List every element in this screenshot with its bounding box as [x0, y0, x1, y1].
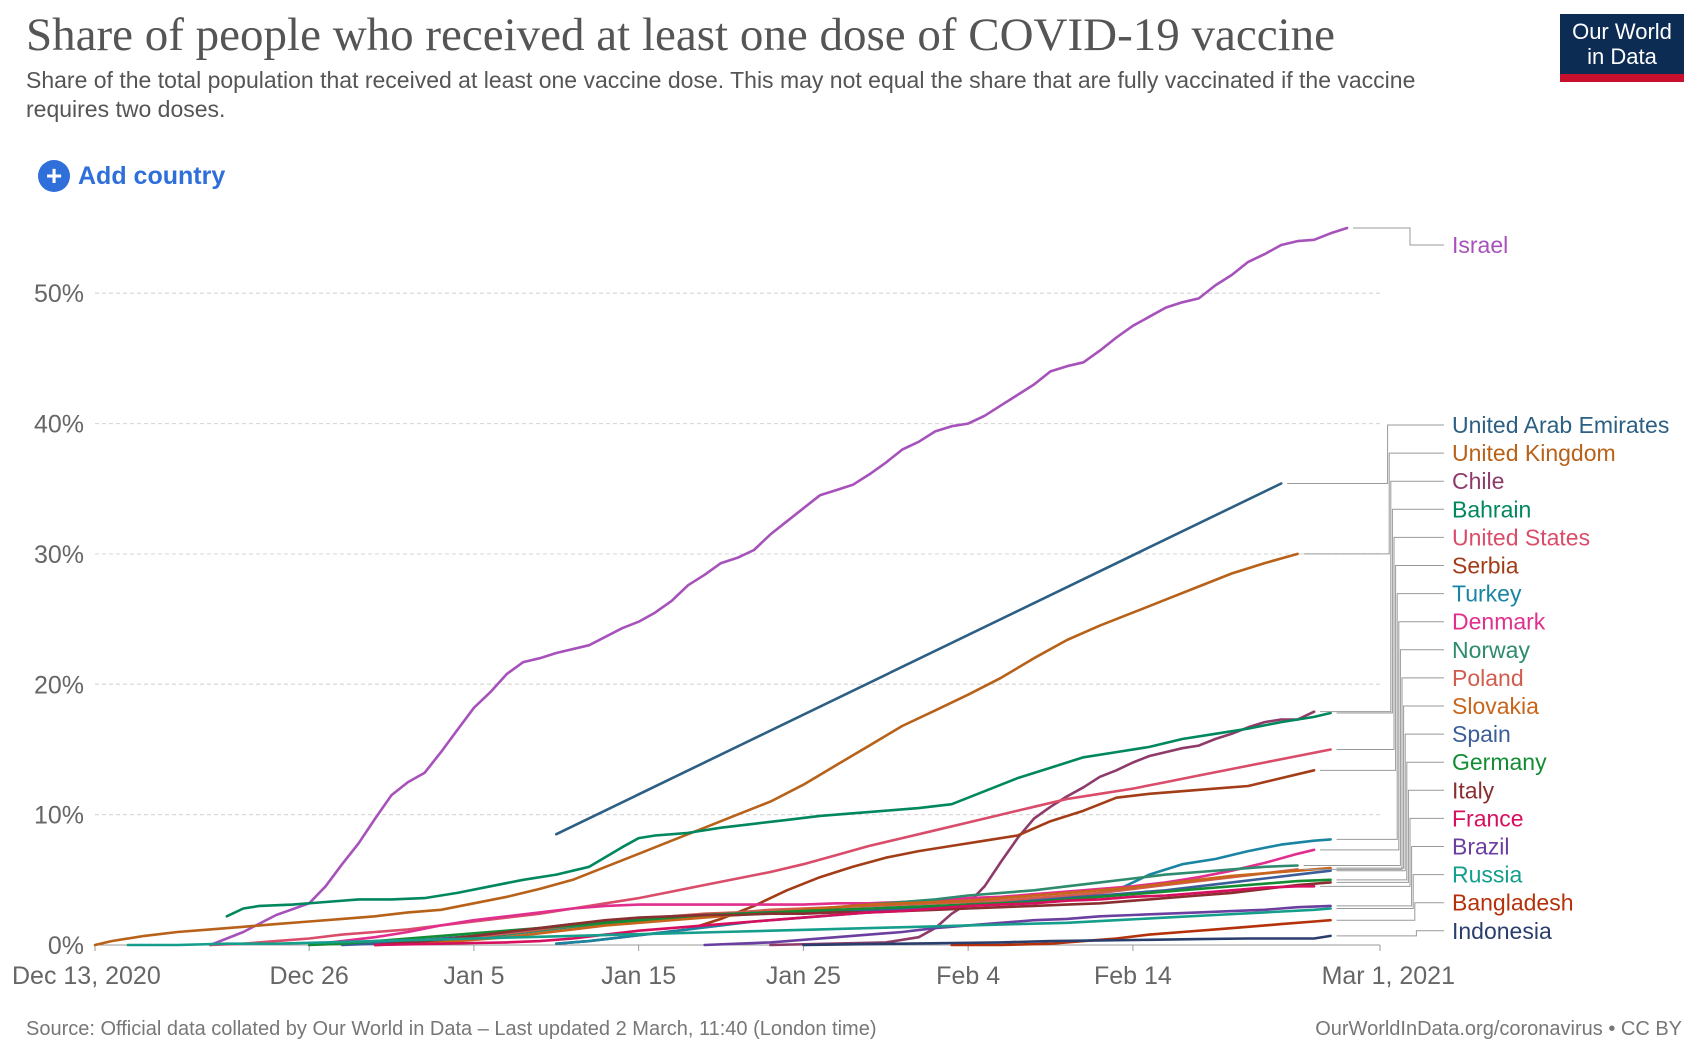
label-connector — [1336, 930, 1444, 937]
coronavirus-link[interactable]: OurWorldInData.org/coronavirus — [1315, 1018, 1603, 1040]
source-label: Source: — [26, 1018, 95, 1040]
series-label: Turkey — [1452, 581, 1522, 607]
y-tick-label: 30% — [34, 541, 84, 569]
label-connector — [1336, 761, 1444, 881]
footer-links: OurWorldInData.org/coronavirus • CC BY — [1315, 1018, 1682, 1041]
series-line — [373, 884, 1316, 947]
series-label: Denmark — [1452, 609, 1546, 635]
chart-subtitle: Share of the total population that recei… — [26, 67, 1416, 122]
y-tick-label: 10% — [34, 802, 84, 830]
add-country-label: Add country — [78, 161, 226, 190]
label-connector — [1336, 846, 1444, 907]
x-tick-label: Jan 15 — [601, 962, 676, 990]
label-connector — [1287, 424, 1444, 485]
series-label: France — [1452, 805, 1524, 831]
owid-logo[interactable]: Our World in Data — [1560, 14, 1684, 82]
label-connector — [1303, 649, 1444, 866]
label-connector — [1303, 677, 1444, 870]
series-line — [225, 711, 1332, 918]
x-tick-label: Mar 1, 2021 — [1322, 962, 1455, 990]
logo-line-2: in Data — [1587, 44, 1657, 69]
plus-circle-icon: + — [38, 160, 70, 192]
y-tick-label: 40% — [34, 411, 84, 439]
x-tick-label: Jan 25 — [766, 962, 841, 990]
series-label: Norway — [1452, 637, 1530, 663]
y-tick-label: 50% — [34, 280, 84, 308]
y-tick-label: 20% — [34, 671, 84, 699]
source-note: Source: Official data collated by Our Wo… — [26, 1018, 877, 1041]
series-label: United Arab Emirates — [1452, 412, 1669, 438]
series-line — [209, 226, 1349, 947]
series-label: Indonesia — [1452, 918, 1552, 944]
logo-line-1: Our World — [1572, 19, 1672, 44]
source-text: Official data collated by Our World in D… — [100, 1018, 877, 1040]
series-label: Spain — [1452, 721, 1511, 747]
label-connector — [1320, 817, 1444, 887]
series-line — [802, 934, 1332, 947]
series-label: United States — [1452, 524, 1590, 550]
label-connector — [1336, 902, 1444, 921]
series-label: Bahrain — [1452, 496, 1531, 522]
series-line — [703, 904, 1332, 947]
label-connector — [1303, 452, 1444, 555]
line-chart: 0% 10% 20% 30% 40% 50% Dec 13, 2020 Dec 26 Jan 5… — [12, 226, 1669, 990]
x-tick-label: Feb 14 — [1094, 962, 1172, 990]
add-country-button[interactable]: + Add country — [38, 160, 225, 192]
chart-title: Share of people who received at least on… — [26, 9, 1335, 61]
x-tick-label: Jan 5 — [443, 962, 504, 990]
series-label: Brazil — [1452, 834, 1510, 860]
series-label: Poland — [1452, 665, 1524, 691]
label-connector — [1320, 565, 1444, 771]
y-tick-label: 0% — [48, 932, 84, 960]
series-label: Chile — [1452, 468, 1504, 494]
label-connector — [1336, 705, 1444, 869]
series-label: United Kingdom — [1452, 440, 1616, 466]
label-connector — [1336, 874, 1444, 909]
series-line — [950, 918, 1332, 947]
label-connector — [1336, 733, 1444, 872]
series-label: Russia — [1452, 862, 1523, 888]
series-line — [373, 866, 1332, 947]
series-line — [307, 878, 1332, 947]
license-text: • CC BY — [1608, 1018, 1682, 1040]
label-connector — [1336, 789, 1444, 883]
label-connector — [1320, 621, 1444, 851]
x-tick-label: Dec 13, 2020 — [12, 962, 161, 990]
series-line — [554, 482, 1283, 836]
label-connector — [1336, 593, 1444, 840]
series-label: Serbia — [1452, 553, 1519, 579]
series-label: Italy — [1452, 777, 1495, 803]
series-label: Israel — [1452, 232, 1508, 258]
series-line — [126, 907, 1332, 947]
x-tick-label: Feb 4 — [936, 962, 1000, 990]
label-connector — [1320, 480, 1444, 713]
x-tick-label: Dec 26 — [270, 962, 349, 990]
label-connector — [1353, 227, 1444, 246]
series-line — [209, 748, 1332, 947]
series-label: Bangladesh — [1452, 890, 1574, 916]
label-connector — [1336, 536, 1444, 750]
label-connector — [1336, 508, 1444, 714]
series-label: Germany — [1452, 749, 1547, 775]
series-label: Slovakia — [1452, 693, 1539, 719]
